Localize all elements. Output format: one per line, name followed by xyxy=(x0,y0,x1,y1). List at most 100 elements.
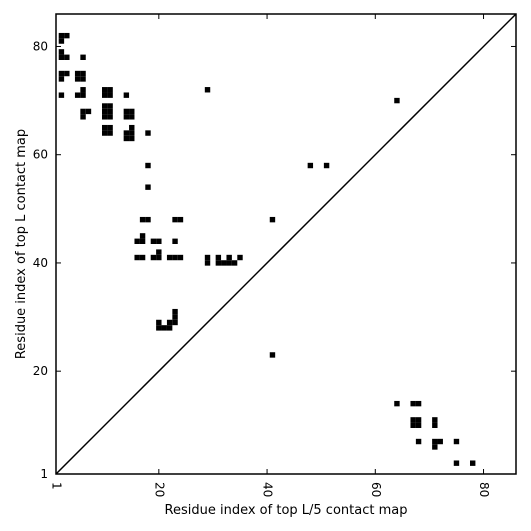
contact-cell-upper xyxy=(226,254,232,261)
contact-cell-lower xyxy=(453,460,460,466)
contact-cell-upper xyxy=(134,238,140,244)
contact-cell-upper xyxy=(145,162,151,169)
contact-cell-upper xyxy=(123,135,130,142)
contact-cell-upper xyxy=(129,114,135,120)
contact-cell-upper xyxy=(107,87,113,93)
x-tick-label: 20 xyxy=(152,482,166,497)
contact-cell-upper xyxy=(102,108,108,115)
contact-cell-upper xyxy=(123,130,130,136)
contact-cell-upper xyxy=(102,114,108,120)
contact-cell-upper xyxy=(226,260,232,266)
contact-cell-upper xyxy=(231,260,238,266)
contact-cell-upper xyxy=(166,254,173,261)
contact-cell-upper xyxy=(139,216,146,223)
contact-cell-upper xyxy=(74,70,81,77)
contact-cell-upper xyxy=(394,97,400,104)
contact-cell-upper xyxy=(172,314,178,320)
contact-cell-upper xyxy=(102,87,108,93)
contact-cell-upper xyxy=(204,87,211,93)
contact-cell-upper xyxy=(107,114,113,120)
contact-cell-lower xyxy=(470,460,476,466)
contact-cell-lower xyxy=(415,438,422,445)
contact-cell-upper xyxy=(85,108,92,115)
contact-cell-upper xyxy=(64,54,70,60)
contact-cell-upper xyxy=(80,70,86,77)
contact-cell-upper xyxy=(64,32,70,39)
contact-cell-upper xyxy=(139,254,146,261)
contact-cell-upper xyxy=(172,238,178,244)
contact-cell-upper xyxy=(307,162,314,169)
contact-cell-upper xyxy=(145,216,151,223)
contact-cell-upper xyxy=(156,254,162,261)
contact-cell-upper xyxy=(80,54,86,60)
contact-cell-upper xyxy=(80,108,86,115)
contact-cell-upper xyxy=(156,325,162,331)
contact-cell-lower xyxy=(432,417,438,423)
contact-cell-lower xyxy=(432,422,438,428)
contact-cell-upper xyxy=(145,130,151,136)
contact-cell-upper xyxy=(166,319,173,326)
contact-cell-upper xyxy=(145,184,151,190)
contact-cell-lower xyxy=(432,444,438,450)
diagonal-line xyxy=(55,13,517,475)
contact-cell-lower xyxy=(437,438,443,445)
contact-cell-upper xyxy=(58,38,65,44)
contact-cell-lower xyxy=(394,400,400,407)
contact-cell-upper xyxy=(123,114,130,120)
contact-cell-upper xyxy=(123,92,130,98)
contact-cell-upper xyxy=(58,70,65,77)
contact-cell-upper xyxy=(269,216,276,223)
contact-cell-upper xyxy=(58,92,65,98)
contact-cell-lower xyxy=(415,422,422,428)
contact-cell-upper xyxy=(107,103,113,109)
contact-cell-upper xyxy=(107,130,113,136)
contact-cells xyxy=(58,32,476,466)
contact-cell-upper xyxy=(177,254,184,261)
contact-cell-upper xyxy=(58,54,65,60)
contact-cell-lower xyxy=(410,417,416,423)
contact-cell-upper xyxy=(172,308,178,315)
contact-cell-upper xyxy=(221,260,227,266)
contact-cell-upper xyxy=(172,319,178,326)
x-tick-label: 80 xyxy=(477,482,491,497)
y-tick-label: 20 xyxy=(33,364,48,378)
contact-cell-upper xyxy=(172,216,178,223)
contact-cell-upper xyxy=(172,254,178,261)
contact-cell-upper xyxy=(156,249,162,255)
contact-cell-upper xyxy=(129,108,135,115)
contact-cell-upper xyxy=(102,103,108,109)
contact-cell-upper xyxy=(58,32,65,39)
contact-cell-upper xyxy=(107,108,113,115)
contact-cell-lower xyxy=(432,438,438,445)
contact-cell-upper xyxy=(150,254,157,261)
contact-cell-upper xyxy=(64,70,70,77)
contact-cell-upper xyxy=(166,325,173,331)
contact-cell-upper xyxy=(107,124,113,131)
contact-cell-upper xyxy=(129,124,135,131)
contact-cell-lower xyxy=(410,422,416,428)
contact-cell-upper xyxy=(237,254,243,261)
contact-cell-upper xyxy=(80,87,86,93)
contact-cell-upper xyxy=(150,238,157,244)
contact-cell-lower xyxy=(415,400,422,407)
contact-cell-upper xyxy=(74,76,81,82)
contact-cell-upper xyxy=(129,130,135,136)
contact-cell-upper xyxy=(215,254,222,261)
y-tick-label: 1 xyxy=(40,467,48,481)
x-axis-label: Residue index of top L/5 contact map xyxy=(165,503,408,518)
contact-cell-upper xyxy=(204,254,211,261)
contact-cell-lower xyxy=(415,417,422,423)
contact-cell-lower xyxy=(453,438,460,445)
x-tick-label: 40 xyxy=(261,482,275,497)
contact-cell-upper xyxy=(215,260,222,266)
contact-cell-upper xyxy=(102,124,108,131)
x-tick-label: 60 xyxy=(369,482,383,497)
contact-cell-upper xyxy=(323,162,330,169)
contact-cell-upper xyxy=(74,92,81,98)
contact-cell-upper xyxy=(102,92,108,98)
contact-cell-upper xyxy=(123,108,130,115)
contact-cell-upper xyxy=(177,216,184,223)
contact-cell-upper xyxy=(156,238,162,244)
contact-cell-upper xyxy=(107,92,113,98)
